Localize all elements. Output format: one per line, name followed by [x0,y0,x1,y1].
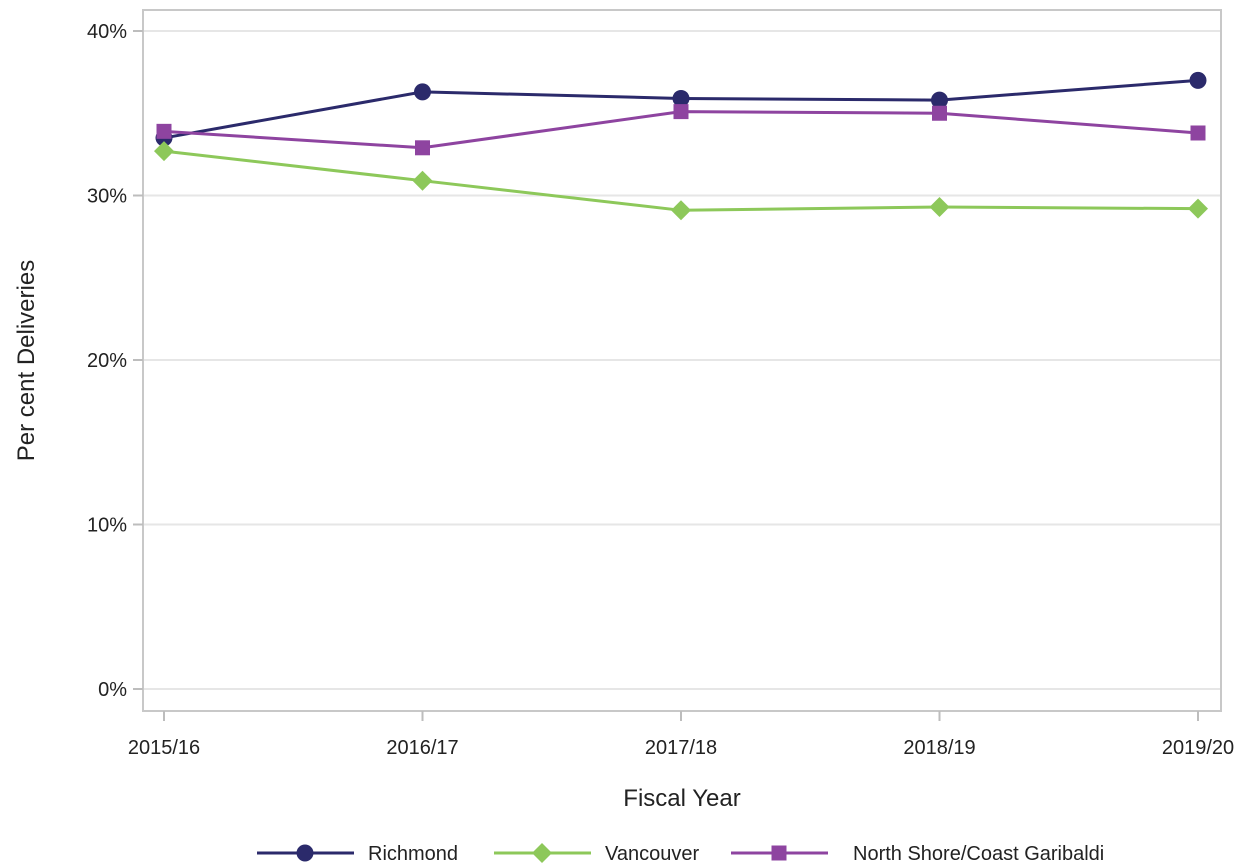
data-point-north-shore-coast-garibaldi [673,104,689,120]
series-vancouver [154,141,1208,221]
data-point-north-shore-coast-garibaldi [1190,125,1206,141]
legend-label: Richmond [368,843,458,865]
data-point-vancouver [929,197,950,218]
series-north-shore-coast-garibaldi [156,104,1206,156]
data-point-north-shore-coast-garibaldi [932,105,947,121]
legend-marker [532,843,552,863]
legend-label: Vancouver [605,843,699,865]
legend-item-richmond: Richmond [257,843,458,865]
data-point-north-shore-coast-garibaldi [156,123,172,139]
y-tick-label: 0% [98,679,127,701]
legend: Richmond Vancouver North Shore/Coast Garib… [257,843,1104,865]
legend-label: North Shore/Coast Garibaldi [853,843,1104,865]
data-point-vancouver [154,141,174,162]
data-point-richmond [1189,71,1207,89]
x-tick-label: 2017/18 [645,737,717,759]
y-axis: 0% 10% 20% 30% 40% [87,21,143,701]
x-tick-label: 2018/19 [903,737,975,759]
x-axis: 2015/16 2016/17 2017/18 2018/19 2019/20 [128,711,1234,759]
y-tick-label: 40% [87,21,127,43]
data-point-vancouver [671,200,691,221]
x-tick-label: 2016/17 [386,737,458,759]
data-point-richmond [672,89,690,107]
y-tick-label: 30% [87,186,127,208]
gridlines [143,30,1221,690]
y-tick-label: 20% [87,350,127,372]
x-tick-label: 2019/20 [1162,737,1234,759]
data-point-richmond [414,83,431,101]
legend-marker [296,844,314,862]
y-axis-title: Per cent Deliveries [13,260,40,461]
data-point-vancouver [1188,198,1208,219]
data-point-richmond [931,91,948,109]
legend-item-north-shore-coast-garibaldi: North Shore/Coast Garibaldi [731,843,1104,865]
legend-item-vancouver: Vancouver [494,843,699,865]
x-axis-title: Fiscal Year [623,785,740,812]
data-point-north-shore-coast-garibaldi [415,140,430,156]
data-point-vancouver [412,170,433,191]
x-tick-label: 2015/16 [128,737,200,759]
y-tick-label: 10% [87,515,127,537]
series-layer [154,71,1208,221]
legend-marker [771,845,787,861]
